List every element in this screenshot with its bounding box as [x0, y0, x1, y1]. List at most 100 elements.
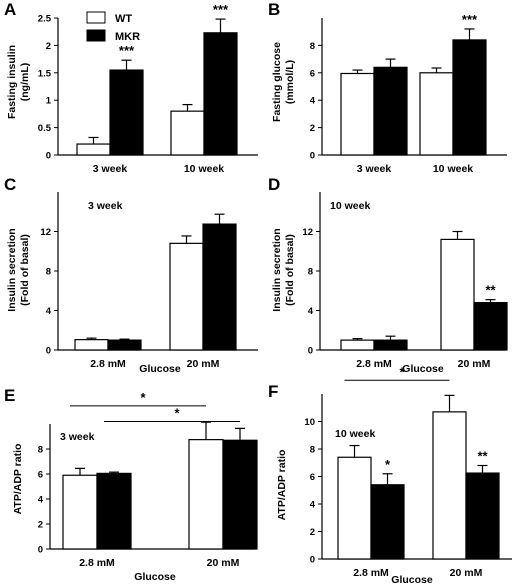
age-label: 3 week — [88, 200, 123, 212]
category-label: 2.8 mM — [90, 358, 126, 370]
bracket-significance-label: * — [140, 390, 146, 405]
panels: A 0 0.5 1 1.5 2 2.5 Fasting insulin (ng/mL) 3 wee… — [4, 0, 512, 586]
panel-letter: C — [4, 175, 16, 194]
y-tick-label: 4 — [38, 495, 44, 506]
legend-swatch-wt — [86, 11, 106, 24]
category-label: 3 week — [357, 163, 392, 175]
category-label: 20 mM — [207, 557, 240, 569]
y-tick-label: 8 — [308, 267, 313, 278]
y-axis-title: ATP/ADP ratio — [12, 444, 24, 515]
y-axis-title: Fasting glucose — [271, 42, 283, 122]
bar-mkr — [222, 439, 258, 550]
y-tick-label: 6 — [310, 472, 315, 483]
significance-label: ** — [485, 283, 496, 298]
panel-c: C 0 4 8 12 Insulin secretion (Fold of basal) 2.… — [4, 175, 258, 375]
bar-wt — [170, 110, 205, 156]
bar-mkr — [373, 339, 408, 351]
bar-mkr — [202, 223, 237, 351]
y-tick-label: 8 — [310, 445, 315, 456]
y-tick-label: 8 — [38, 445, 43, 456]
bar-wt — [340, 339, 375, 351]
y-tick-label: 2 — [310, 123, 315, 134]
significance-label: *** — [119, 43, 135, 58]
bar-mkr — [452, 39, 487, 156]
y-tick-label: 4 — [46, 306, 52, 317]
panel-a: A 0 0.5 1 1.5 2 2.5 Fasting insulin (ng/mL) 3 wee… — [4, 0, 258, 175]
bar-wt — [419, 72, 454, 156]
category-label: 20 mM — [187, 358, 220, 370]
category-label: 20 mM — [458, 358, 491, 370]
x-axis-title: Glucose — [139, 363, 181, 375]
bar-wt — [76, 143, 111, 156]
y-tick-label: 0 — [38, 545, 43, 556]
y-tick-label: 1.5 — [38, 68, 52, 79]
bar-mkr — [96, 472, 132, 550]
bar-wt — [74, 339, 109, 351]
panel-letter: B — [268, 0, 280, 19]
significance-label: ** — [477, 449, 488, 464]
y-tick-label: 1 — [46, 96, 52, 107]
y-tick-label: 4 — [310, 96, 316, 107]
y-axis-title: Insulin secretion — [6, 228, 18, 311]
y-tick-label: 0 — [310, 555, 315, 566]
bar-mkr — [370, 484, 405, 560]
bar-mkr — [473, 302, 508, 351]
bar-wt — [340, 72, 375, 156]
y-tick-label: 0 — [46, 151, 51, 162]
category-label: 10 week — [433, 163, 473, 175]
y-tick-label: 0 — [310, 151, 315, 162]
y-axis-title: (ng/mL) — [19, 63, 31, 102]
significance-label: * — [385, 457, 391, 472]
y-axis-title: (Fold of basal) — [19, 234, 31, 306]
legend-label-mkr: MKR — [115, 31, 140, 43]
bar-mkr — [107, 339, 142, 351]
y-tick-label: 4 — [310, 500, 316, 511]
panel-b: B 0 2 4 6 8 Fasting glucose (mmol/L) 3 week 10 we… — [268, 0, 507, 175]
y-tick-label: 8 — [310, 41, 315, 52]
panel-letter: F — [268, 382, 278, 401]
y-tick-label: 2 — [310, 527, 315, 538]
x-axis-title: Glucose — [391, 574, 433, 586]
panel-letter: E — [4, 386, 15, 405]
y-tick-label: 8 — [46, 267, 51, 278]
category-label: 3 week — [93, 163, 128, 175]
panel-d: D 0 4 8 12 Insulin secretion (Fold of basal) 2.… — [268, 175, 508, 375]
category-label: 2.8 mM — [353, 567, 389, 579]
age-label: 3 week — [60, 431, 95, 443]
y-tick-label: 0 — [308, 346, 313, 357]
bar-mkr — [203, 32, 238, 156]
legend-swatch-mkr — [86, 29, 106, 42]
y-axis-title: ATP/ADP ratio — [276, 450, 288, 521]
age-label: 10 week — [330, 200, 370, 212]
y-tick-label: 0 — [46, 346, 51, 357]
legend-label-wt: WT — [115, 13, 132, 25]
y-tick-label: 6 — [310, 68, 315, 79]
y-axis-title: Fasting insulin — [6, 45, 18, 119]
y-tick-label: 0.5 — [38, 123, 52, 134]
bar-wt — [169, 242, 204, 351]
bar-mkr — [465, 472, 500, 560]
category-label: 2.8 mM — [79, 557, 115, 569]
significance-label: *** — [462, 12, 478, 27]
bracket-significance-label: * — [399, 364, 405, 379]
y-axis-title: (mmol/L) — [284, 60, 296, 104]
age-label: 10 week — [335, 428, 375, 440]
y-tick-label: 2 — [38, 520, 43, 531]
x-axis-title: Glucose — [402, 363, 444, 375]
bar-mkr — [109, 69, 144, 156]
panel-e: E 0 2 4 6 8 ATP/ADP ratio 2.8 mM 20 mM * * 3 week Gl… — [4, 386, 258, 583]
category-label: 10 week — [184, 163, 224, 175]
y-tick-label: 2 — [46, 41, 51, 52]
y-tick-label: 10 — [304, 417, 315, 428]
bar-wt — [188, 439, 224, 550]
legend: WT MKR — [86, 11, 140, 43]
y-axis-title: (Fold of basal) — [284, 234, 296, 306]
y-tick-label: 2.5 — [38, 14, 52, 25]
y-tick-label: 6 — [38, 470, 43, 481]
bracket-significance-label: * — [174, 406, 180, 421]
category-label: 2.8 mM — [356, 358, 392, 370]
panel-letter: D — [268, 175, 280, 194]
bar-wt — [62, 474, 98, 550]
